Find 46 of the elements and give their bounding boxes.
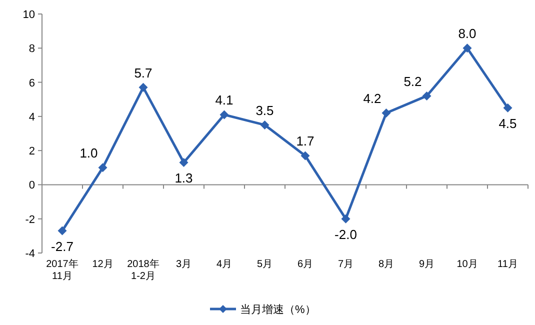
data-label: 1.0	[80, 146, 98, 161]
point	[179, 158, 188, 168]
y-tick-label: 2	[28, 146, 35, 158]
x-tick-label: 10月	[456, 259, 478, 270]
data-label: 4.1	[215, 92, 234, 108]
legend-label: 当月增速（%）	[240, 303, 316, 316]
point	[58, 226, 67, 236]
data-label: -2.0	[334, 226, 357, 242]
x-tick-label: 9月	[418, 259, 435, 270]
x-tick-label: 2018年 1-2月	[127, 258, 160, 282]
y-tick-label: 10	[22, 9, 35, 21]
data-label: 5.7	[134, 65, 152, 80]
data-label: 4.5	[498, 116, 517, 131]
y-tick-label: 4	[28, 111, 35, 124]
point	[300, 151, 310, 160]
legend: 当月增速（%）	[210, 304, 316, 316]
point	[220, 110, 229, 120]
point	[341, 214, 350, 224]
data-label: -2.7	[51, 238, 74, 254]
y-tick-label: 6	[28, 77, 35, 90]
point	[260, 120, 270, 130]
x-tick-label: 7月	[338, 259, 354, 270]
data-label: 5.2	[404, 74, 422, 89]
y-tick-label: 8	[28, 43, 35, 56]
data-label: 1.3	[174, 170, 193, 186]
x-tick-label: 4月	[216, 259, 232, 270]
point	[422, 91, 432, 100]
x-tick-label: 12月	[92, 259, 114, 270]
point	[98, 163, 108, 172]
data-label: 4.2	[363, 91, 382, 106]
x-tick-label: 11月	[498, 259, 518, 270]
point	[503, 103, 512, 112]
data-label: 3.5	[256, 102, 274, 118]
x-tick-label: 2017年 11月	[46, 258, 78, 282]
data-label: 1.7	[296, 134, 314, 149]
x-tick-label: 6月	[297, 259, 314, 270]
y-tick-label: -4	[25, 248, 35, 260]
data-label: 8.0	[458, 26, 476, 42]
x-tick-label: 8月	[378, 259, 394, 270]
y-tick-label: -2	[25, 214, 35, 226]
point	[462, 44, 472, 53]
point	[138, 82, 148, 92]
x-tick-label: 3月	[176, 259, 192, 270]
point	[382, 108, 391, 118]
y-tick-label: 0	[28, 180, 35, 192]
x-tick-label: 5月	[256, 259, 273, 270]
